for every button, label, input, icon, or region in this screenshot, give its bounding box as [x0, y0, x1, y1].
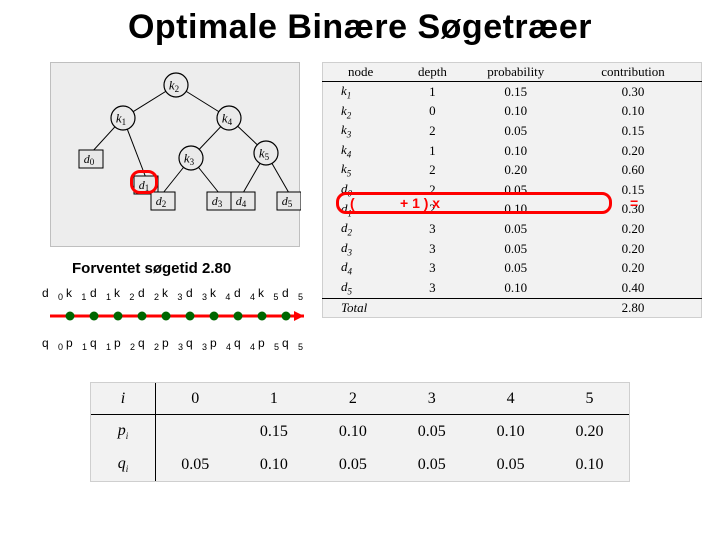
tree-svg: k2k1k4k3k5d0d1d2d3d4d5 [51, 63, 301, 248]
total-row: Total2.80 [323, 298, 702, 317]
table-header: depth [398, 63, 466, 82]
annotation-plus-one-times: + 1 ) x [400, 195, 440, 211]
table-row: d530.100.40 [323, 278, 702, 298]
table-row: k520.200.60 [323, 160, 702, 180]
expected-search-time: Forventet søgetid 2.80 [72, 260, 231, 277]
table-header: contribution [565, 63, 701, 82]
table-row: d230.050.20 [323, 219, 702, 239]
number-line: d0k1d1k2d2k3d3k4d4k5d5 q0p1q1p2q2p3q3p4q… [42, 286, 312, 352]
table-row: k110.150.30 [323, 82, 702, 102]
table-row: d020.050.15 [323, 180, 702, 200]
table-row: d120.100.30 [323, 200, 702, 220]
table-header: node [323, 63, 399, 82]
pq-table: i012345pi0.150.100.050.100.20qi0.050.100… [90, 382, 630, 482]
contribution-table: nodedepthprobabilitycontribution k110.15… [322, 62, 702, 306]
number-line-bottom-labels: q0p1q1p2q2p3q3p4q4p5q5 [42, 336, 312, 352]
table-row: k320.050.15 [323, 121, 702, 141]
pq-header: i012345 [91, 383, 629, 415]
table-header: probability [467, 63, 566, 82]
table-row: k200.100.10 [323, 102, 702, 122]
table-row: d330.050.20 [323, 239, 702, 259]
pq-row: pi0.150.100.050.100.20 [91, 415, 629, 448]
table-row: d430.050.20 [323, 258, 702, 278]
pq-row: qi0.050.100.050.050.050.10 [91, 448, 629, 481]
annotation-paren-open: ( [350, 195, 355, 211]
table-row: k410.100.20 [323, 141, 702, 161]
annotation-equals: = [630, 195, 638, 211]
binary-tree-figure: k2k1k4k3k5d0d1d2d3d4d5 [50, 62, 300, 247]
slide-title: Optimale Binære Søgetræer [0, 8, 720, 47]
